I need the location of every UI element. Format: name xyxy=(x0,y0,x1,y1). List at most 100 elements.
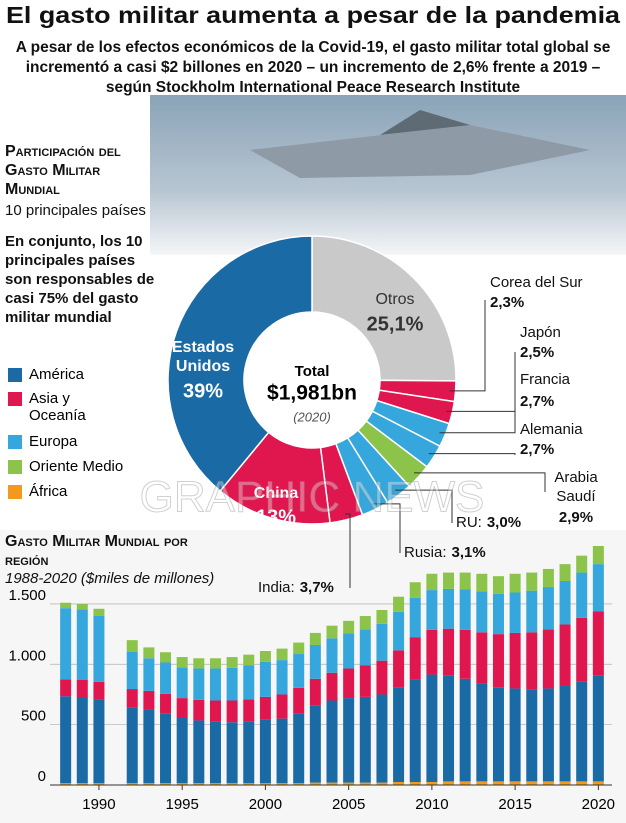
bar-segment xyxy=(309,632,321,645)
slice-value: 25,1% xyxy=(367,313,424,335)
x-tick-label: 2020 xyxy=(582,796,615,813)
bar-segment xyxy=(576,681,588,782)
legend-item: América xyxy=(8,366,158,383)
bar-segment xyxy=(343,620,355,634)
bar-segment xyxy=(176,718,188,784)
legend-label: Asia y Oceanía xyxy=(29,390,86,424)
leader-line xyxy=(428,453,516,455)
bar-segment xyxy=(376,782,388,785)
bar-segment xyxy=(492,687,504,782)
slice-value: 3,7% xyxy=(300,579,334,596)
legend-swatch xyxy=(8,485,22,499)
y-tick-label: 0 xyxy=(38,768,46,785)
legend-label: América xyxy=(29,366,85,383)
slice-label: Japón xyxy=(520,324,561,341)
center-value: $1,981bn xyxy=(267,382,357,405)
bar-segment xyxy=(559,581,571,625)
bar-segment xyxy=(559,781,571,785)
bar-segment xyxy=(576,781,588,785)
bar-segment xyxy=(542,568,554,588)
bar-segment xyxy=(60,783,72,785)
bar-segment xyxy=(259,651,271,662)
bar-segment xyxy=(509,688,521,782)
x-tick-label: 1995 xyxy=(165,796,198,813)
slice-value: 3,0% xyxy=(487,514,521,531)
bar-segment xyxy=(459,678,471,782)
bar-segment xyxy=(592,564,604,612)
bar-segment xyxy=(526,689,538,782)
bar-segment xyxy=(193,699,205,721)
bar-segment xyxy=(76,603,88,610)
legend-label: África xyxy=(29,483,68,500)
bar-segment xyxy=(176,698,188,719)
x-tick-label: 2000 xyxy=(249,796,282,813)
bar-segment xyxy=(592,781,604,785)
bar-segment xyxy=(343,698,355,783)
bar-segment xyxy=(76,783,88,785)
bar-segment xyxy=(426,573,438,591)
y-tick-label: 1.000 xyxy=(8,647,46,664)
bar-segment xyxy=(459,572,471,590)
bar-segment xyxy=(126,783,138,785)
bar-segment xyxy=(359,616,371,630)
bar-segment xyxy=(226,667,238,701)
bar-segment xyxy=(243,699,255,722)
bar-segment xyxy=(259,696,271,720)
bar-segment xyxy=(326,700,338,783)
bar-segment xyxy=(309,782,321,785)
bar-segment xyxy=(509,592,521,633)
bar-segment xyxy=(526,572,538,591)
bar-segment xyxy=(226,722,238,784)
bar-segment xyxy=(476,781,488,785)
slice-value: 3,1% xyxy=(452,544,486,561)
bar-segment xyxy=(559,686,571,782)
bar-subtitle: 1988-2020 ($miles de millones) xyxy=(5,570,215,587)
jet xyxy=(250,125,590,178)
bar-segment xyxy=(542,781,554,785)
bar-segment xyxy=(143,709,155,784)
bar-segment xyxy=(476,632,488,684)
bar-segment xyxy=(509,781,521,785)
slice-label: India: xyxy=(258,579,295,596)
bar-segment xyxy=(326,782,338,785)
bar-segment xyxy=(393,650,405,688)
bar-segment xyxy=(409,781,421,785)
legend-label: Europa xyxy=(29,433,78,450)
slice-value: 2,5% xyxy=(520,344,554,361)
bar-segment xyxy=(426,674,438,782)
bar-segment xyxy=(276,660,288,695)
bar-segment xyxy=(143,658,155,691)
slice-value: 2,7% xyxy=(520,393,554,410)
bar-segment xyxy=(526,590,538,633)
bar-segment xyxy=(376,609,388,624)
bar-segment xyxy=(60,608,72,680)
slice-label: Otros xyxy=(375,291,414,308)
bar-segment xyxy=(93,681,105,700)
donut-slice xyxy=(167,235,313,493)
annotation: En conjunto, los 10 principales países s… xyxy=(5,233,155,326)
bar-segment xyxy=(476,591,488,633)
bar-segment xyxy=(93,616,105,682)
slice-value: 39% xyxy=(183,380,223,402)
bar-segment xyxy=(459,781,471,785)
bar-segment xyxy=(93,699,105,784)
bar-segment xyxy=(160,662,172,694)
subtitle: A pesar de los efectos económicos de la … xyxy=(15,39,611,96)
legend-swatch xyxy=(8,460,22,474)
bar-segment xyxy=(509,632,521,689)
bar-segment xyxy=(193,720,205,784)
legend-item: Asia y Oceanía xyxy=(8,390,158,424)
bar-segment xyxy=(426,590,438,630)
bar-segment xyxy=(176,667,188,699)
bar-segment xyxy=(443,675,455,782)
jet-canopy xyxy=(380,110,470,135)
bar-segment xyxy=(60,602,72,609)
bar-segment xyxy=(243,654,255,666)
donut-slice xyxy=(311,235,457,382)
donut-title: Participación del Gasto Militar Mundial xyxy=(5,143,121,198)
bar-segment xyxy=(492,781,504,785)
slice-value: 2,9% xyxy=(559,509,593,526)
bar-segment xyxy=(143,690,155,710)
